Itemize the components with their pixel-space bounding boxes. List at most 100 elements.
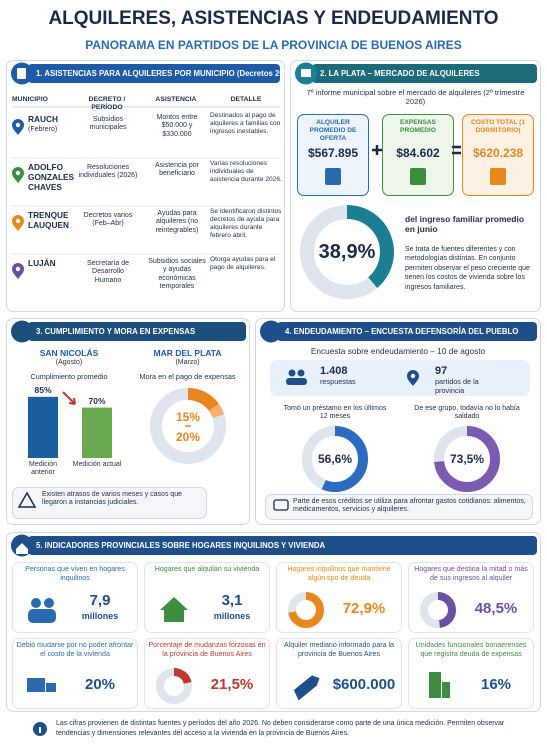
section-header-bar <box>277 322 537 341</box>
donut-arc <box>300 205 394 299</box>
section-header-bar <box>28 536 537 555</box>
house-icon <box>16 543 28 554</box>
people-icon <box>288 369 296 377</box>
share-note: Se trata de fuentes diferentes y con met… <box>405 246 530 291</box>
section-icon <box>11 320 33 343</box>
stat-label: respuestas <box>320 377 356 386</box>
detail: Otorga ayudas para el pago de alquileres… <box>210 256 276 271</box>
pin-dot <box>15 218 21 224</box>
survey-title: Encuesta sobre endeudamiento – 10 de ago… <box>310 346 486 356</box>
note-box <box>265 494 533 520</box>
city: MAR DEL PLATA <box>153 348 222 358</box>
people-icon <box>28 609 56 623</box>
section-header-bar <box>312 64 537 83</box>
municipality-note: (Febrero) <box>28 126 58 133</box>
donut-caption: Tomó un préstamo en los últimos 12 meses <box>283 405 387 421</box>
pin-dot <box>15 266 21 272</box>
bar <box>28 396 58 458</box>
people-icon <box>297 369 305 377</box>
municipality-name: ADOLFO GONZALES CHAVES <box>28 162 75 192</box>
period: (Marzo) <box>175 359 200 366</box>
bar-name: Medición anterior <box>28 461 57 477</box>
indicator-unit: millones <box>213 611 251 621</box>
municipality-name: RAUCH <box>28 114 58 124</box>
house-icon <box>160 597 188 622</box>
indicator-unit: millones <box>81 611 119 621</box>
decree: Resoluciones individuales (2026) <box>78 164 138 180</box>
caption: Mora en el pago de expensas <box>139 372 236 381</box>
column-header: MUNICIPIO <box>12 96 48 103</box>
city: SAN NICOLÁS <box>39 348 99 358</box>
detail: Se identificaron distintos decretos de a… <box>210 208 282 239</box>
chart-icon <box>301 69 311 77</box>
footer-note: Las cifras provienen de distintas fuente… <box>56 720 505 737</box>
card-value: $84.602 <box>396 146 440 160</box>
assistance: Montos entre $50.000 y $330.000 <box>156 114 198 138</box>
building-icon <box>442 682 450 698</box>
plus-sign <box>372 145 382 155</box>
indicator-value: 72,9% <box>342 600 386 617</box>
donut-arc <box>156 668 192 704</box>
indicator-value: 48,5% <box>474 600 518 617</box>
donut-arc <box>288 592 324 628</box>
doc-icon <box>17 68 26 79</box>
card-label: ALQUILER PROMEDIO DE OFERTA <box>309 119 357 142</box>
range-low: 15% <box>175 410 201 424</box>
section-box <box>6 60 285 312</box>
card-label: COSTO TOTAL (1 DORMITORIO) <box>470 119 526 134</box>
section-title: 4. ENDEUDAMIENTO – ENCUESTA DEFENSORÍA D… <box>285 327 519 336</box>
assistance: Ayudas para alquileres (no reintegrables… <box>155 210 199 234</box>
bar-label: 70% <box>88 395 106 406</box>
card-value: $620.238 <box>472 146 524 160</box>
period: (Agosto) <box>55 359 83 366</box>
wallet-icon <box>273 499 289 511</box>
subtitle: PANORAMA EN PARTIDOS DE LA PROVINCIA DE … <box>85 38 462 52</box>
section-box <box>255 318 541 525</box>
card <box>297 114 369 196</box>
range-high: 20% <box>175 430 201 444</box>
indicator-title: Alquiler mediano informado para la provi… <box>283 641 394 658</box>
indicator-card <box>12 638 138 709</box>
truck-icon <box>46 683 56 692</box>
trend-arrow <box>62 391 76 405</box>
decree: Decretos varios (Feb–Abr) <box>83 212 133 228</box>
indicator-card <box>276 638 402 709</box>
caption: Cumplimiento promedio <box>30 372 108 381</box>
people-icon <box>44 598 54 608</box>
donut-label: 56,6% <box>317 452 353 466</box>
detail: Destinados al pago de alquileres a famil… <box>210 112 281 135</box>
indicator-title: Hogares que alquilan su vivienda <box>154 565 260 573</box>
indicator-value: 7,9 <box>89 592 111 609</box>
donut-arc <box>434 426 500 492</box>
tag-icon <box>293 675 320 701</box>
indicator-value: 20% <box>84 676 116 693</box>
note-box <box>12 487 207 519</box>
section-title: 1. ASISTENCIAS PARA ALQUILERES POR MUNIC… <box>36 69 295 78</box>
indicator-value: $600.000 <box>332 676 396 693</box>
detail: Varias resoluciones individuales de asis… <box>210 160 282 183</box>
municipality-name: TRENQUE LAUQUEN <box>28 210 70 230</box>
building-icon <box>429 672 441 698</box>
indicator-title: Debió mudarse por no poder afrontar el c… <box>16 641 134 658</box>
section-title: 5. INDICADORES PROVINCIALES SOBRE HOGARE… <box>36 541 326 550</box>
assistance: Subsidios sociales y ayudas económicas t… <box>148 258 206 291</box>
bar-name: Medición actual <box>72 461 122 468</box>
bar <box>82 407 112 458</box>
indicator-title: Porcentaje de mudanzas forzosas en la pr… <box>148 641 266 658</box>
warning-icon <box>17 491 37 508</box>
column-header: ASISTENCIA <box>155 96 197 103</box>
equals-sign <box>452 145 461 155</box>
decree: Secretaría de Desarrollo Humano <box>86 260 130 284</box>
indicator-title: Hogares inquilinos que mantiene algún ti… <box>287 565 391 582</box>
pin-dot <box>410 373 416 379</box>
intro: 7º informe municipal sobre el mercado de… <box>306 88 525 107</box>
section-icon <box>260 320 282 343</box>
stat-value: 97 <box>435 365 448 377</box>
card-value: $567.895 <box>307 146 359 160</box>
column-header: DECRETO / PERÍODO <box>88 96 126 112</box>
column-header: DETALLE <box>230 96 262 103</box>
indicator-title: Hogares que destina la mitad o más de su… <box>414 565 528 582</box>
indicator-title: Personas que viven en hogares inquilinos <box>25 565 125 582</box>
